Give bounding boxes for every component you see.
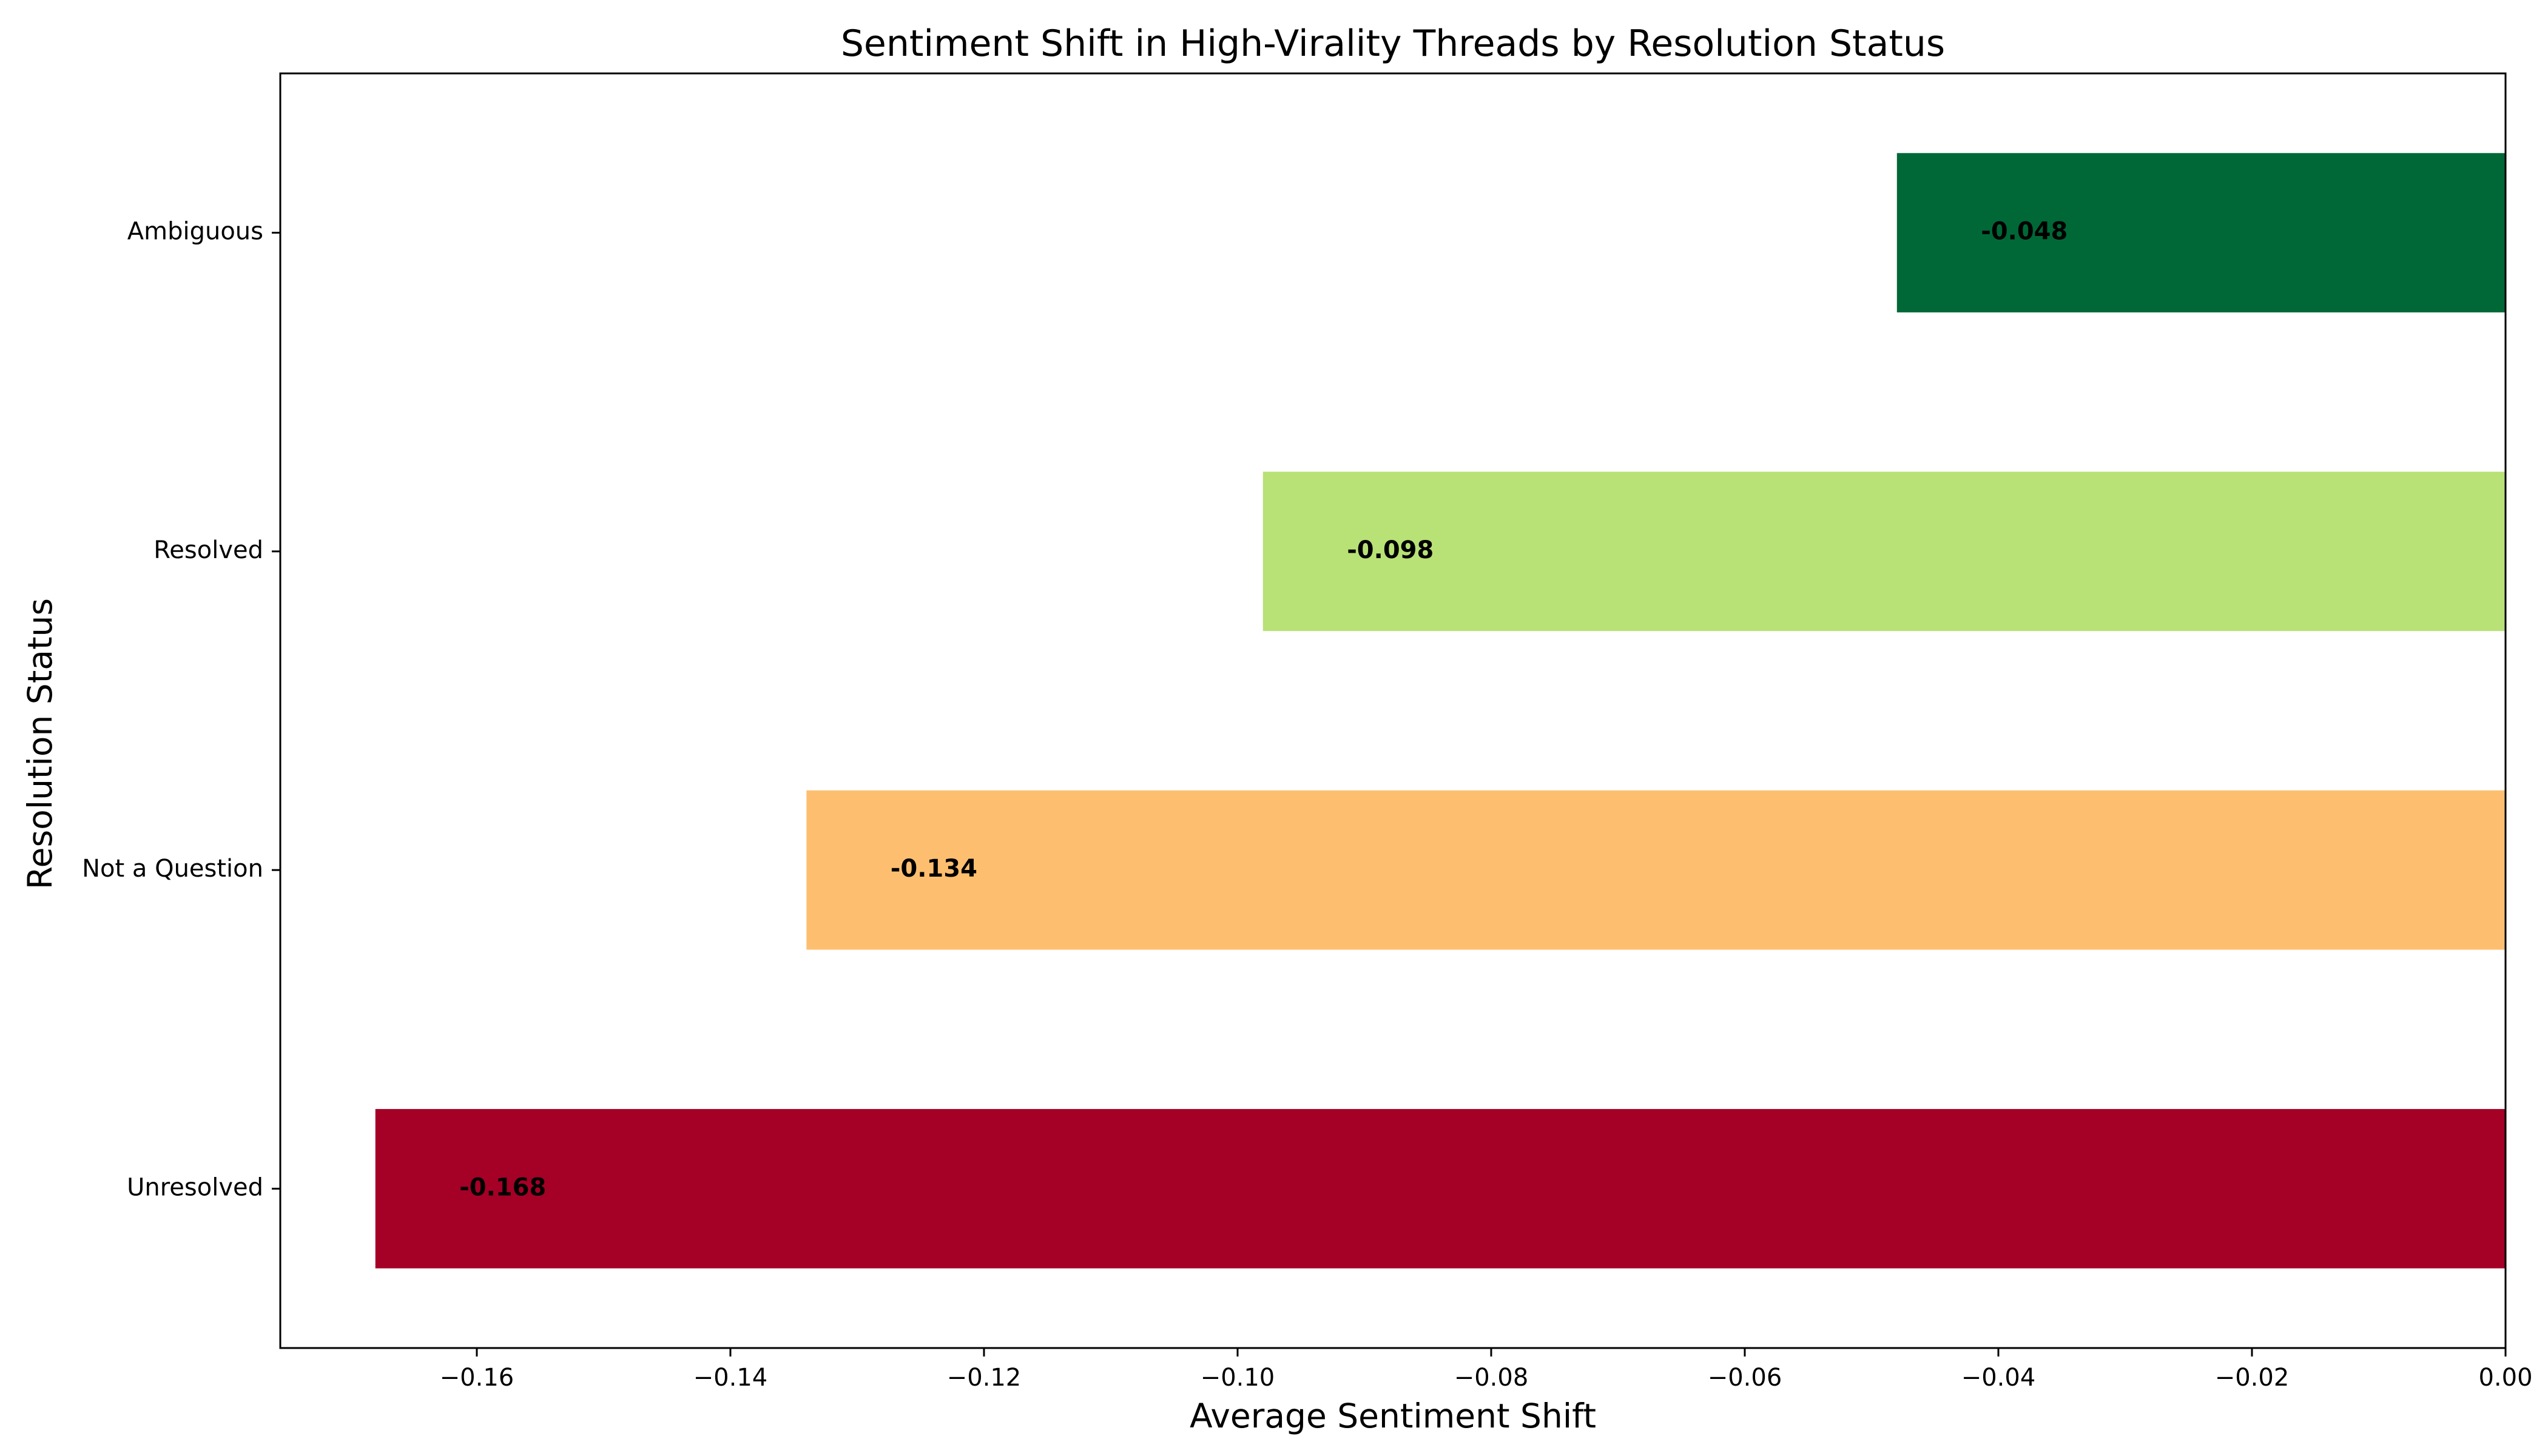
axes-frame (279, 72, 2507, 1349)
y-tick-label: Not a Question (82, 855, 263, 883)
bar-ambiguous (1896, 153, 2506, 312)
data-label: -0.168 (459, 1173, 546, 1201)
y-tick-label: Unresolved (127, 1173, 263, 1201)
data-label: -0.048 (1981, 218, 2068, 246)
x-tick-label: −0.10 (1201, 1364, 1275, 1392)
x-tick-label: −0.08 (1454, 1364, 1529, 1392)
x-tick-label: −0.04 (1961, 1364, 2036, 1392)
x-tick-label: −0.02 (2215, 1364, 2290, 1392)
x-tick-label: −0.16 (440, 1364, 514, 1392)
x-axis-label: Average Sentiment Shift (1190, 1397, 1596, 1435)
plot-area: -0.168 Unresolved -0.134 Not a Question -0.0… (82, 72, 2533, 1392)
x-tick-label: −0.12 (947, 1364, 1022, 1392)
x-tick-label: 0.00 (2478, 1364, 2532, 1392)
bar-not-a-question (806, 790, 2506, 950)
y-axis-label: Resolution Status (21, 598, 59, 889)
bar-resolved (1262, 471, 2506, 632)
y-tick-label: Resolved (153, 536, 263, 564)
x-tick-label: −0.06 (1708, 1364, 1782, 1392)
data-label: -0.098 (1347, 536, 1434, 564)
x-tick-label: −0.14 (693, 1364, 768, 1392)
data-label: -0.134 (891, 855, 977, 883)
bar-unresolved (375, 1109, 2506, 1269)
y-tick-label: Ambiguous (127, 218, 263, 246)
chart-title: Sentiment Shift in High-Virality Threads… (841, 22, 1945, 65)
